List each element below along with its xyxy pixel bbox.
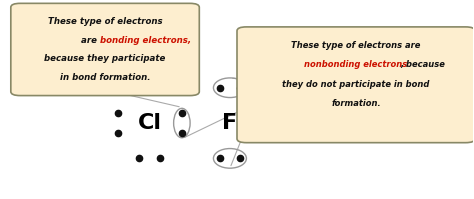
- Text: in bond formation.: in bond formation.: [60, 73, 150, 82]
- FancyBboxPatch shape: [11, 3, 199, 96]
- Text: formation.: formation.: [331, 100, 381, 108]
- Text: because they participate: because they participate: [45, 54, 166, 63]
- Text: bonding electrons,: bonding electrons,: [100, 36, 191, 45]
- Text: These type of electrons are: These type of electrons are: [292, 41, 420, 50]
- Text: they do not participate in bond: they do not participate in bond: [283, 80, 429, 89]
- Text: nonbonding electrons: nonbonding electrons: [304, 60, 408, 69]
- Text: Cl: Cl: [138, 113, 162, 133]
- FancyBboxPatch shape: [237, 27, 474, 143]
- Text: These type of electrons: These type of electrons: [48, 17, 163, 26]
- Text: , because: , because: [401, 60, 446, 69]
- Text: F: F: [222, 113, 237, 133]
- Text: are: are: [82, 36, 100, 45]
